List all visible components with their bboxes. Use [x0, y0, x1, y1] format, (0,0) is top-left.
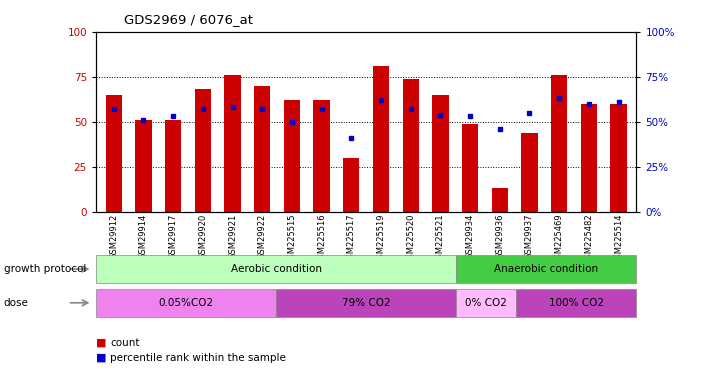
Text: 79% CO2: 79% CO2	[342, 298, 390, 308]
Text: Aerobic condition: Aerobic condition	[230, 264, 321, 274]
Bar	[373, 66, 389, 212]
Bar	[343, 158, 360, 212]
Bar	[165, 120, 181, 212]
Text: Anaerobic condition: Anaerobic condition	[494, 264, 599, 274]
Bar	[314, 100, 330, 212]
Text: 0.05%CO2: 0.05%CO2	[159, 298, 213, 308]
Bar	[581, 104, 597, 212]
Bar	[402, 79, 419, 212]
Text: count: count	[110, 338, 139, 348]
Text: ■: ■	[96, 338, 107, 348]
Bar	[462, 124, 479, 212]
Bar	[491, 189, 508, 212]
Text: 0% CO2: 0% CO2	[465, 298, 507, 308]
Bar	[106, 95, 122, 212]
Text: percentile rank within the sample: percentile rank within the sample	[110, 353, 286, 363]
Bar	[135, 120, 151, 212]
Text: 100% CO2: 100% CO2	[549, 298, 604, 308]
Text: ■: ■	[96, 353, 107, 363]
Bar	[432, 95, 449, 212]
Bar	[195, 90, 211, 212]
Bar	[284, 100, 300, 212]
Text: GDS2969 / 6076_at: GDS2969 / 6076_at	[124, 13, 253, 26]
Text: dose: dose	[4, 298, 28, 308]
Bar	[225, 75, 241, 212]
Bar	[254, 86, 270, 212]
Text: growth protocol: growth protocol	[4, 264, 86, 274]
Bar	[610, 104, 626, 212]
Bar	[521, 133, 538, 212]
Bar	[551, 75, 567, 212]
